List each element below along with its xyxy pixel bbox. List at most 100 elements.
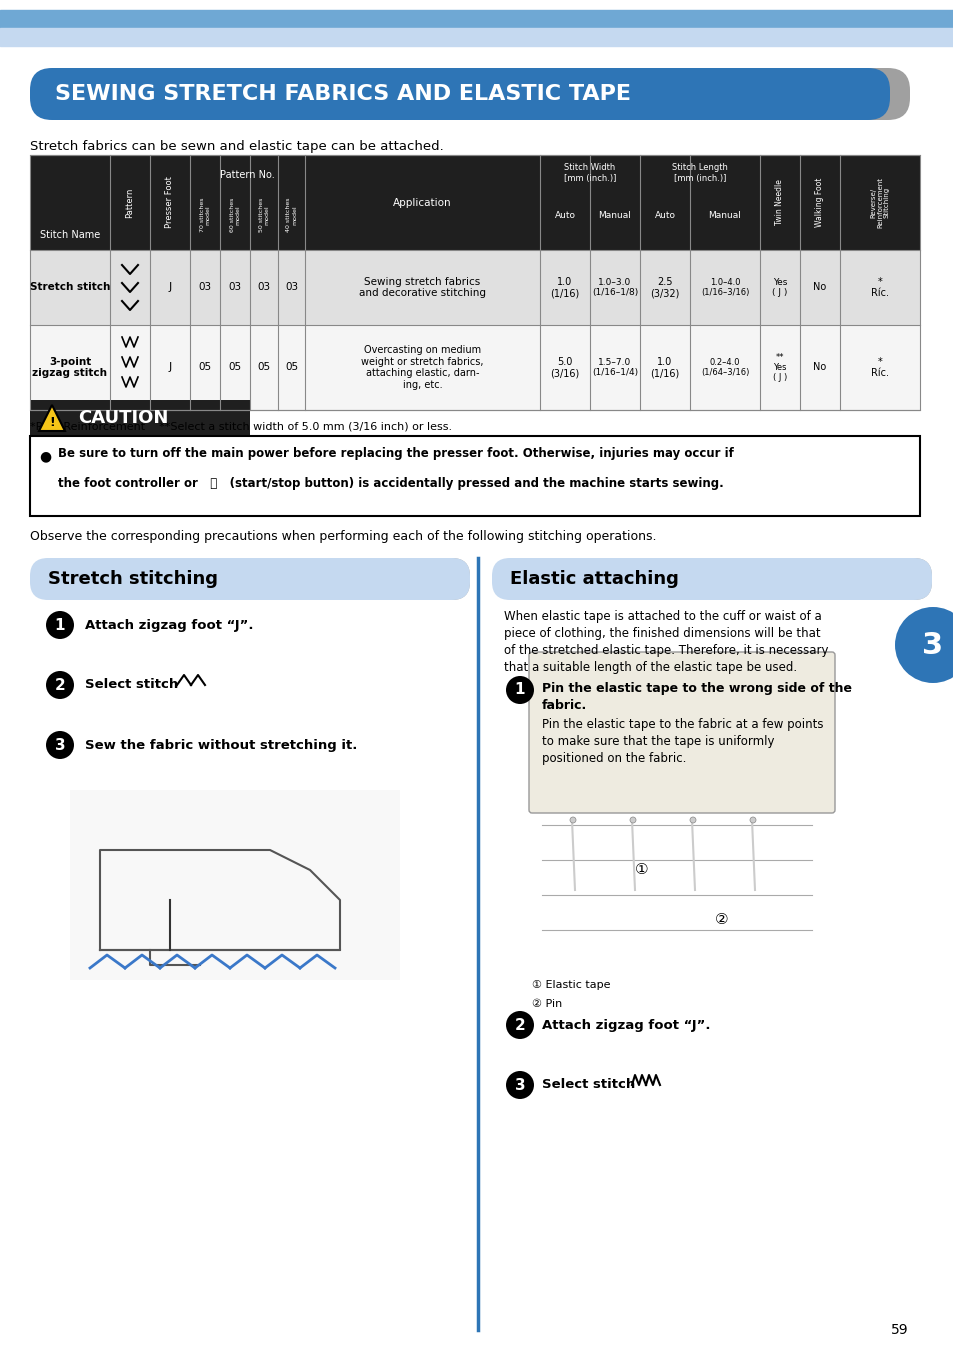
Circle shape <box>894 607 953 683</box>
Text: Auto: Auto <box>654 210 675 220</box>
Text: J: J <box>168 283 172 293</box>
Text: Stitch Width
[mm (inch.)]: Stitch Width [mm (inch.)] <box>563 163 616 183</box>
Text: Select stitch: Select stitch <box>85 678 178 692</box>
Text: Stretch stitching: Stretch stitching <box>48 570 218 588</box>
Text: ① Elastic tape: ① Elastic tape <box>532 980 610 989</box>
Bar <box>521 790 851 985</box>
Text: 3: 3 <box>922 631 943 659</box>
Text: 1.5–7.0
(1/16–1/4): 1.5–7.0 (1/16–1/4) <box>591 357 638 377</box>
FancyBboxPatch shape <box>395 558 470 600</box>
FancyBboxPatch shape <box>856 558 931 600</box>
Text: 1.0–3.0
(1/16–1/8): 1.0–3.0 (1/16–1/8) <box>591 278 638 297</box>
Circle shape <box>689 817 696 824</box>
Circle shape <box>46 671 74 700</box>
Circle shape <box>46 731 74 759</box>
Polygon shape <box>39 404 65 431</box>
Text: positioned on the fabric.: positioned on the fabric. <box>541 752 685 766</box>
Text: Attach zigzag foot “J”.: Attach zigzag foot “J”. <box>85 619 253 631</box>
Bar <box>0 28 953 46</box>
Text: fabric.: fabric. <box>541 700 587 712</box>
FancyBboxPatch shape <box>492 558 931 600</box>
Text: 05: 05 <box>257 363 271 372</box>
Text: 1.0
(1/16): 1.0 (1/16) <box>550 276 579 298</box>
Text: 05: 05 <box>198 363 212 372</box>
Text: 60 stitches
model: 60 stitches model <box>230 198 240 232</box>
FancyBboxPatch shape <box>30 558 470 600</box>
Text: 0.2–4.0
(1/64–3/16): 0.2–4.0 (1/64–3/16) <box>700 357 748 377</box>
Bar <box>30 435 919 516</box>
Text: 2: 2 <box>514 1018 525 1033</box>
Circle shape <box>569 817 576 824</box>
Text: Auto: Auto <box>554 210 575 220</box>
Text: SEWING STRETCH FABRICS AND ELASTIC TAPE: SEWING STRETCH FABRICS AND ELASTIC TAPE <box>55 84 630 104</box>
Text: 03: 03 <box>228 283 241 293</box>
FancyBboxPatch shape <box>829 67 909 120</box>
Text: Sewing stretch fabrics
and decorative stitching: Sewing stretch fabrics and decorative st… <box>358 276 485 298</box>
Text: Twin Needle: Twin Needle <box>775 179 783 225</box>
Text: Walking Foot: Walking Foot <box>815 178 823 228</box>
Text: 1: 1 <box>515 682 525 697</box>
Circle shape <box>749 817 755 824</box>
Text: 5.0
(3/16): 5.0 (3/16) <box>550 357 579 379</box>
Text: 05: 05 <box>285 363 297 372</box>
Text: to make sure that the tape is uniformly: to make sure that the tape is uniformly <box>541 735 774 748</box>
Text: When elastic tape is attached to the cuff or waist of a: When elastic tape is attached to the cuf… <box>503 611 821 623</box>
Text: Reverse/
Reinforcement
Stitching: Reverse/ Reinforcement Stitching <box>869 177 889 228</box>
Text: 3-point
zigzag stitch: 3-point zigzag stitch <box>32 357 108 379</box>
Text: 3: 3 <box>54 737 65 752</box>
Text: 1.0–4.0
(1/16–3/16): 1.0–4.0 (1/16–3/16) <box>700 278 748 297</box>
Text: Manual: Manual <box>598 210 631 220</box>
Text: 03: 03 <box>257 283 271 293</box>
Text: Application: Application <box>393 198 452 208</box>
Bar <box>30 155 919 410</box>
Text: 70 stitches
model: 70 stitches model <box>199 198 211 232</box>
Text: 59: 59 <box>890 1322 908 1337</box>
Text: Pattern No.: Pattern No. <box>220 170 274 181</box>
Text: Stitch Length
[mm (inch.)]: Stitch Length [mm (inch.)] <box>671 163 727 183</box>
Text: Manual: Manual <box>708 210 740 220</box>
Bar <box>70 790 399 980</box>
Polygon shape <box>220 400 240 435</box>
Text: of the stretched elastic tape. Therefore, it is necessary: of the stretched elastic tape. Therefore… <box>503 644 827 656</box>
Bar <box>0 9 953 28</box>
Text: 3: 3 <box>515 1077 525 1092</box>
Circle shape <box>505 1011 534 1039</box>
Text: *
Ríc.: * Ríc. <box>870 357 888 379</box>
Circle shape <box>505 1072 534 1099</box>
Text: ②: ② <box>715 913 728 927</box>
Text: Stretch fabrics can be sewn and elastic tape can be attached.: Stretch fabrics can be sewn and elastic … <box>30 140 443 154</box>
Circle shape <box>505 675 534 704</box>
Text: Pin the elastic tape to the wrong side of the: Pin the elastic tape to the wrong side o… <box>541 682 851 696</box>
Text: Be sure to turn off the main power before replacing the presser foot. Otherwise,: Be sure to turn off the main power befor… <box>58 448 733 461</box>
Text: 50 stitches
model: 50 stitches model <box>258 198 269 232</box>
Text: that a suitable length of the elastic tape be used.: that a suitable length of the elastic ta… <box>503 661 797 674</box>
Bar <box>30 155 919 249</box>
Text: J: J <box>168 363 172 372</box>
FancyBboxPatch shape <box>529 652 834 813</box>
Text: 2: 2 <box>54 678 66 693</box>
Circle shape <box>629 817 636 824</box>
Bar <box>30 325 919 410</box>
Text: !: ! <box>49 417 55 430</box>
Text: 03: 03 <box>198 283 212 293</box>
Circle shape <box>46 611 74 639</box>
Text: ●: ● <box>39 449 51 462</box>
Bar <box>30 249 919 325</box>
Text: Yes
( J ): Yes ( J ) <box>772 278 787 297</box>
Text: Overcasting on medium
weight or stretch fabrics,
attaching elastic, darn-
ing, e: Overcasting on medium weight or stretch … <box>361 345 483 390</box>
Text: No: No <box>813 363 825 372</box>
Text: Elastic attaching: Elastic attaching <box>510 570 679 588</box>
FancyBboxPatch shape <box>30 67 889 120</box>
Text: *
Ríc.: * Ríc. <box>870 276 888 298</box>
Text: Sew the fabric without stretching it.: Sew the fabric without stretching it. <box>85 739 357 751</box>
Text: **
Yes
( J ): ** Yes ( J ) <box>772 353 786 383</box>
Text: the foot controller or   ⓞ   (start/stop button) is accidentally pressed and the: the foot controller or ⓞ (start/stop but… <box>58 477 723 491</box>
Bar <box>30 400 250 435</box>
Text: 1.0
(1/16): 1.0 (1/16) <box>650 357 679 379</box>
Text: Stitch Name: Stitch Name <box>40 231 100 240</box>
Text: piece of clothing, the finished dimensions will be that: piece of clothing, the finished dimensio… <box>503 627 820 640</box>
Text: Presser Foot: Presser Foot <box>165 177 174 228</box>
Text: 2.5
(3/32): 2.5 (3/32) <box>650 276 679 298</box>
Text: CAUTION: CAUTION <box>78 408 168 427</box>
Text: 1: 1 <box>54 617 65 632</box>
